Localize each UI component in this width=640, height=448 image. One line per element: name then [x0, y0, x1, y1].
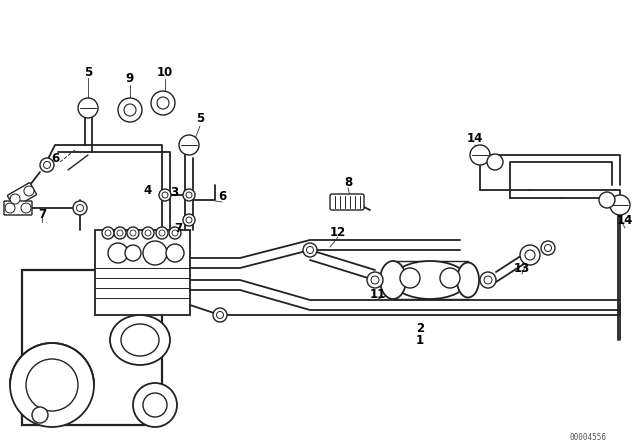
Text: 7: 7 [38, 208, 46, 221]
Ellipse shape [457, 263, 479, 297]
Circle shape [117, 230, 123, 236]
Circle shape [10, 343, 94, 427]
Circle shape [130, 230, 136, 236]
Circle shape [371, 276, 379, 284]
Circle shape [400, 268, 420, 288]
Circle shape [124, 104, 136, 116]
Circle shape [105, 230, 111, 236]
Circle shape [159, 230, 165, 236]
FancyBboxPatch shape [4, 201, 32, 215]
Circle shape [367, 272, 383, 288]
Circle shape [73, 201, 87, 215]
Circle shape [44, 161, 51, 168]
Text: 13: 13 [514, 262, 530, 275]
Text: 3: 3 [170, 185, 178, 198]
Circle shape [480, 272, 496, 288]
Circle shape [143, 241, 167, 265]
Circle shape [5, 203, 15, 213]
Text: 10: 10 [157, 65, 173, 78]
Ellipse shape [380, 261, 406, 299]
Circle shape [24, 186, 34, 196]
Circle shape [541, 241, 555, 255]
Text: 00004556: 00004556 [570, 434, 607, 443]
Circle shape [183, 189, 195, 201]
Circle shape [183, 214, 195, 226]
Bar [22, 270, 162, 425]
Circle shape [484, 276, 492, 284]
Circle shape [127, 227, 139, 239]
Circle shape [610, 195, 630, 215]
Text: 11: 11 [370, 289, 386, 302]
Circle shape [114, 227, 126, 239]
Circle shape [169, 227, 181, 239]
Circle shape [77, 204, 83, 211]
Circle shape [102, 227, 114, 239]
Circle shape [142, 227, 154, 239]
Text: 4: 4 [144, 184, 152, 197]
Circle shape [166, 244, 184, 262]
Circle shape [40, 158, 54, 172]
Text: 7: 7 [174, 221, 182, 234]
Circle shape [151, 91, 175, 115]
Ellipse shape [110, 315, 170, 365]
Ellipse shape [392, 261, 467, 299]
Text: 6: 6 [218, 190, 226, 203]
Circle shape [162, 192, 168, 198]
FancyBboxPatch shape [330, 194, 364, 210]
Circle shape [125, 245, 141, 261]
Circle shape [157, 97, 169, 109]
Circle shape [78, 98, 98, 118]
Circle shape [213, 308, 227, 322]
Circle shape [525, 250, 535, 260]
Circle shape [21, 203, 31, 213]
Text: 8: 8 [344, 176, 352, 189]
Circle shape [216, 311, 223, 319]
Circle shape [487, 154, 503, 170]
Circle shape [172, 230, 178, 236]
Text: 14: 14 [467, 132, 483, 145]
Circle shape [186, 217, 192, 223]
Ellipse shape [121, 324, 159, 356]
Circle shape [179, 135, 199, 155]
Circle shape [143, 393, 167, 417]
Circle shape [520, 245, 540, 265]
Text: 6: 6 [51, 151, 59, 164]
Text: 5: 5 [84, 65, 92, 78]
Text: 5: 5 [196, 112, 204, 125]
Circle shape [145, 230, 151, 236]
Circle shape [599, 192, 615, 208]
Text: 14: 14 [617, 214, 633, 227]
Text: 9: 9 [126, 72, 134, 85]
Circle shape [307, 246, 314, 254]
Circle shape [156, 227, 168, 239]
Circle shape [303, 243, 317, 257]
Circle shape [118, 98, 142, 122]
Circle shape [470, 145, 490, 165]
Circle shape [108, 243, 128, 263]
Bar [95, 230, 190, 315]
Circle shape [26, 359, 78, 411]
Circle shape [186, 192, 192, 198]
Circle shape [32, 407, 48, 423]
FancyBboxPatch shape [8, 183, 36, 207]
Text: 1: 1 [416, 333, 424, 346]
Circle shape [159, 189, 171, 201]
Circle shape [545, 245, 552, 251]
Circle shape [440, 268, 460, 288]
Circle shape [10, 194, 20, 204]
Circle shape [133, 383, 177, 427]
Text: 12: 12 [330, 225, 346, 238]
Text: 2: 2 [416, 322, 424, 335]
